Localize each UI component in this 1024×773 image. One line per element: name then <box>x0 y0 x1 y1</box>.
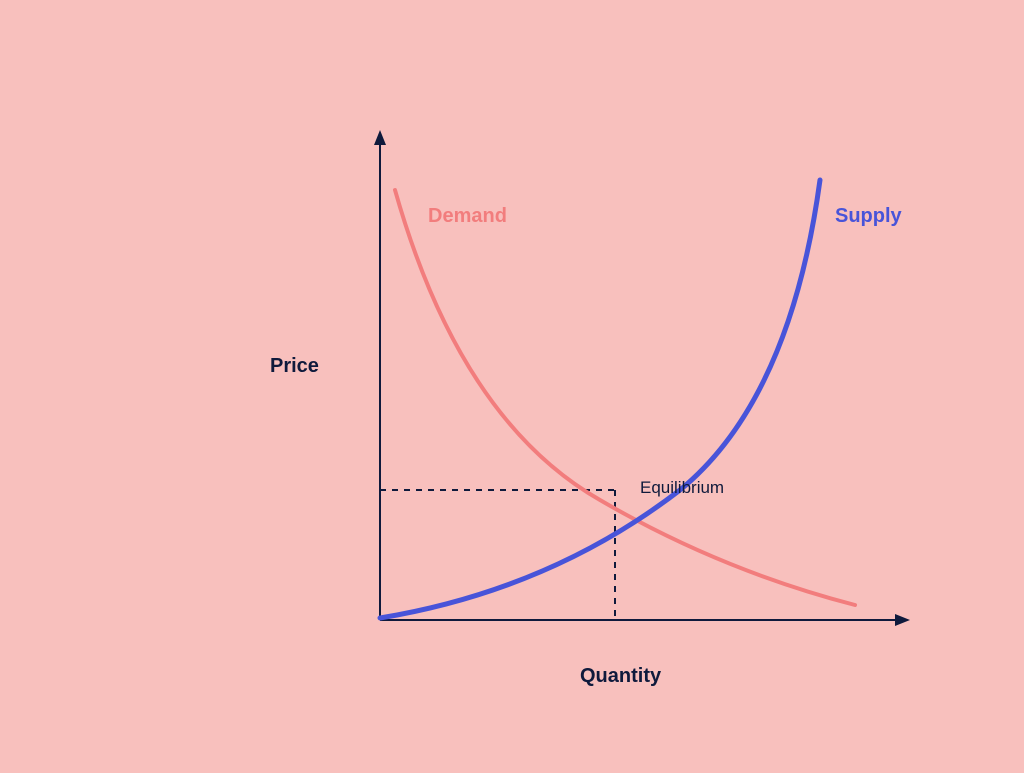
chart-svg <box>0 0 1024 768</box>
y-axis-label: Price <box>270 355 319 378</box>
supply-label: Supply <box>835 205 902 228</box>
equilibrium-label: Equilibrium <box>640 478 724 498</box>
x-axis-label: Quantity <box>580 665 661 688</box>
chart-background <box>0 0 1024 768</box>
supply-demand-chart: Demand Supply Price Quantity Equilibrium <box>0 0 1024 768</box>
demand-label: Demand <box>428 205 507 228</box>
